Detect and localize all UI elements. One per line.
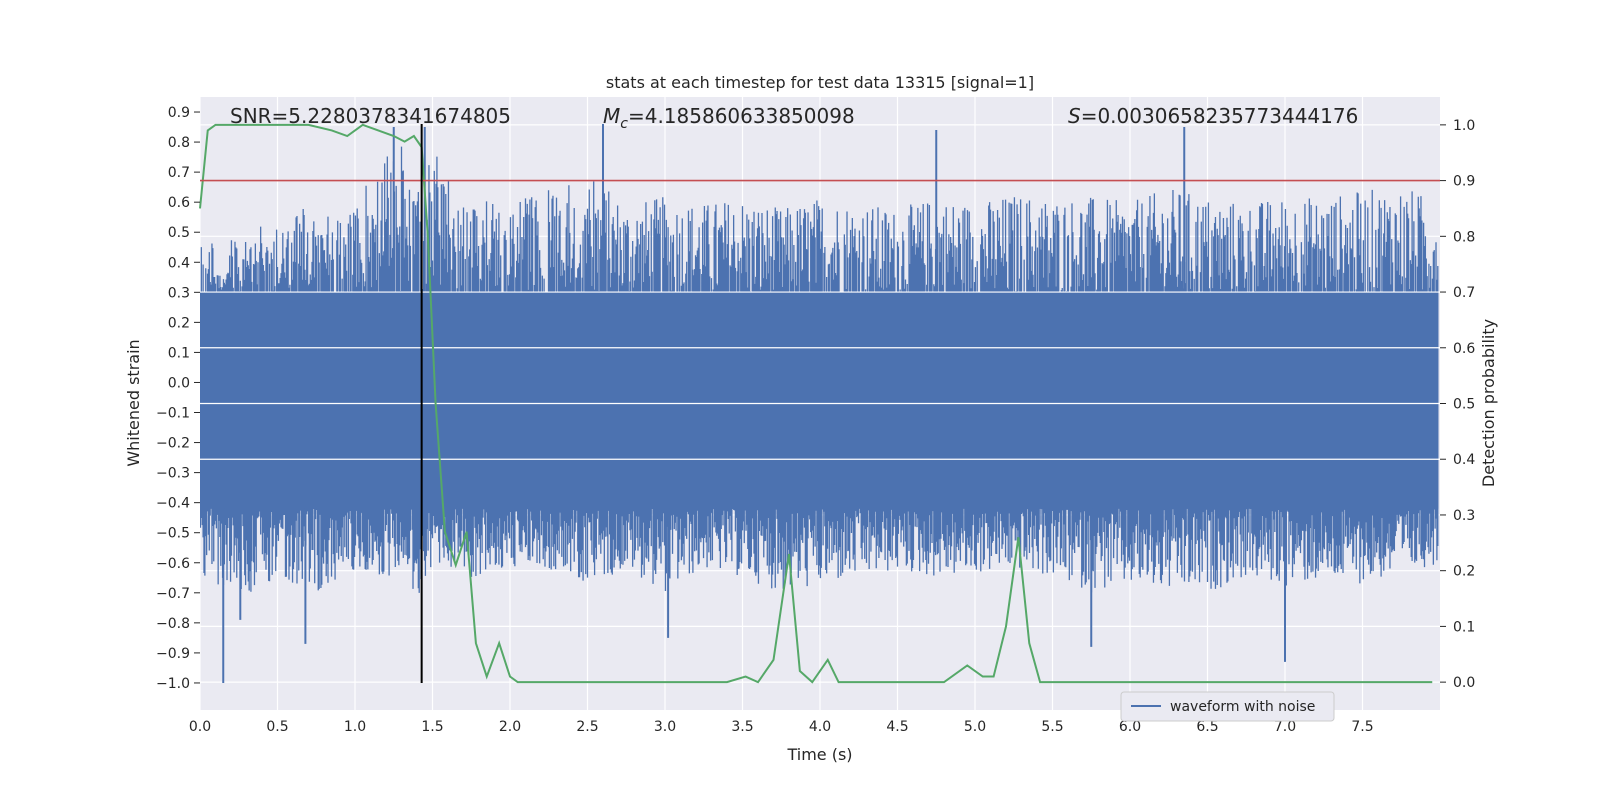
y-left-tick-label-1: 0.8	[168, 135, 190, 151]
y-left-tick-label-14: −0.5	[156, 526, 190, 542]
y-left-tick-label-19: −1.0	[156, 676, 190, 692]
y-right-tick-label-3: 0.7	[1453, 285, 1475, 301]
x-tick-label-0: 0.0	[189, 719, 211, 735]
y-right-tick-label-4: 0.6	[1453, 341, 1475, 357]
y-left-tick-label-12: −0.3	[156, 466, 190, 482]
y-right-tick-label-9: 0.1	[1453, 619, 1475, 635]
x-tick-label-5: 2.5	[576, 719, 598, 735]
x-tick-label-9: 4.5	[886, 719, 908, 735]
y-left-tick-label-8: 0.1	[168, 345, 190, 361]
y-right-tick-labels: 1.0 0.9 0.8 0.7 0.6 0.5 0.4 0.3 0.2 0.1 0.0	[1440, 118, 1475, 691]
y-left-tick-label-2: 0.7	[168, 165, 190, 181]
y-right-tick-label-8: 0.2	[1453, 564, 1475, 580]
y-right-tick-label-1: 0.9	[1453, 174, 1475, 190]
y-left-tick-label-0: 0.9	[168, 105, 190, 121]
x-axis-label: Time (s)	[786, 745, 852, 764]
y-axis-right-label: Detection probability	[1479, 319, 1498, 487]
y-left-tick-label-11: −0.2	[156, 436, 190, 452]
legend-box	[1120, 691, 1335, 722]
x-tick-label-2: 1.0	[344, 719, 366, 735]
x-tick-label-12: 6.0	[1119, 719, 1141, 735]
y-left-tick-label-9: 0.0	[168, 375, 190, 391]
y-right-tick-label-10: 0.0	[1453, 675, 1475, 691]
y-left-tick-label-13: −0.4	[156, 496, 190, 512]
waveform-dense-band	[200, 292, 1439, 509]
x-tick-label-8: 4.0	[809, 719, 831, 735]
y-axis-left-label: Whitened strain	[124, 339, 143, 466]
x-tick-label-4: 2.0	[499, 719, 521, 735]
chart-title: stats at each timestep for test data 133…	[606, 73, 1034, 92]
x-tick-label-15: 7.5	[1351, 719, 1373, 735]
x-tick-labels: 0.0 0.5 1.0 1.5 2.0 2.5 3.0 3.5 4.0 4.5 5.0 5.5 6.0 6…	[189, 719, 1374, 735]
snr-annotation: SNR=5.2280378341674805	[230, 104, 511, 128]
waveform-series	[200, 124, 1440, 683]
x-tick-label-14: 7.0	[1274, 719, 1296, 735]
chirp-mass-value: =4.185860633850098	[628, 104, 855, 128]
chirp-mass-annotation: Mc=4.185860633850098	[603, 104, 855, 132]
x-tick-label-10: 5.0	[964, 719, 986, 735]
s-value: =0.0030658235773444176	[1081, 104, 1359, 128]
y-left-tick-label-7: 0.2	[168, 315, 190, 331]
y-left-tick-label-10: −0.1	[156, 406, 190, 422]
y-right-tick-label-2: 0.8	[1453, 229, 1475, 245]
legend-label-waveform: waveform with noise	[1170, 699, 1315, 715]
marker-lines	[200, 124, 1440, 683]
x-tick-label-1: 0.5	[266, 719, 288, 735]
y-right-tick-label-0: 1.0	[1453, 118, 1475, 134]
y-right-tick-label-6: 0.4	[1453, 452, 1475, 468]
y-left-tick-labels: 0.9 0.8 0.7 0.6 0.5 0.4 0.3 0.2 0.1 0.0 −0.1 −0.2 −0…	[156, 105, 200, 692]
s-symbol: S	[1068, 104, 1081, 128]
chirp-mass-subscript: c	[620, 116, 628, 132]
y-left-tick-label-5: 0.4	[168, 255, 190, 271]
y-left-tick-label-16: −0.7	[156, 586, 190, 602]
y-left-tick-label-6: 0.3	[168, 285, 190, 301]
detection-probability-series	[199, 123, 1433, 684]
chirp-mass-symbol: M	[603, 104, 620, 128]
y-left-tick-label-18: −0.9	[156, 646, 190, 662]
s-annotation: S=0.0030658235773444176	[1068, 104, 1358, 128]
x-tick-label-3: 1.5	[421, 719, 443, 735]
detection-probability-line	[199, 123, 1433, 684]
y-left-tick-label-15: −0.6	[156, 556, 190, 572]
x-tick-label-6: 3.0	[654, 719, 676, 735]
x-tick-label-7: 3.5	[731, 719, 753, 735]
x-tick-label-13: 6.5	[1196, 719, 1218, 735]
y-right-tick-label-5: 0.5	[1453, 397, 1475, 413]
y-left-tick-label-17: −0.8	[156, 616, 190, 632]
x-tick-label-11: 5.5	[1041, 719, 1063, 735]
y-right-tick-label-7: 0.3	[1453, 508, 1475, 524]
legend: waveform with noise	[1120, 691, 1335, 722]
y-left-tick-label-4: 0.5	[168, 225, 190, 241]
y-left-tick-label-3: 0.6	[168, 195, 190, 211]
